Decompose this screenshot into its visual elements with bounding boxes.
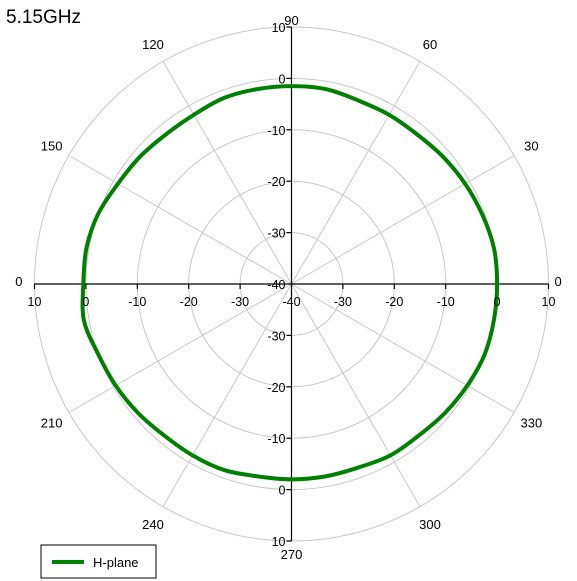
r-tick-right-4: 0	[494, 295, 501, 309]
angle-label-240: 240	[142, 517, 164, 532]
r-tick-left-2: -20	[180, 295, 198, 309]
grid-spoke-60	[291, 61, 421, 285]
legend-label-h-plane: H-plane	[93, 555, 139, 570]
r-tick-left-1: -30	[231, 295, 249, 309]
r-tick-top-5: 10	[272, 21, 286, 35]
angle-label-270: 270	[281, 547, 303, 562]
grid-spoke-300	[291, 283, 421, 507]
r-tick-left-5: 10	[28, 295, 42, 309]
series-layer	[80, 84, 500, 482]
r-tick-bottom-1: -30	[267, 329, 285, 343]
r-tick-bottom-5: 10	[272, 535, 286, 549]
grid-spoke-210	[68, 283, 292, 413]
r-tick-top-0: -40	[267, 278, 285, 292]
r-tick-right-1: -30	[334, 295, 352, 309]
r-tick-bottom-3: -10	[267, 432, 285, 446]
angle-label-300: 300	[419, 517, 441, 532]
angle-label-330: 330	[521, 416, 543, 431]
series-line-0	[80, 84, 500, 482]
r-tick-top-4: 0	[279, 72, 286, 86]
r-tick-right-3: -10	[437, 295, 455, 309]
angle-label-90: 90	[284, 13, 298, 28]
labels: -40 -40 -30 -30 -30 -30 -20 -20 -20 -20 -10 -10 -10 -…	[15, 13, 561, 562]
angle-label-120: 120	[142, 37, 164, 52]
angle-label-210: 210	[41, 416, 63, 431]
grid-spoke-30	[291, 155, 515, 285]
polar-axes	[33, 26, 550, 542]
grid-spoke-330	[291, 283, 515, 413]
r-tick-left-4: 0	[82, 295, 89, 309]
angle-label-150: 150	[41, 139, 63, 154]
grid-spoke-120	[162, 61, 292, 285]
r-tick-top-1: -30	[267, 227, 285, 241]
angle-label-30: 30	[524, 139, 538, 154]
r-tick-bottom-2: -20	[267, 381, 285, 395]
r-tick-right-0: -40	[282, 295, 300, 309]
angle-label-180: 0	[15, 274, 22, 289]
r-tick-top-2: -20	[267, 175, 285, 189]
r-tick-right-2: -20	[385, 295, 403, 309]
r-tick-bottom-4: 0	[279, 484, 286, 498]
angle-label-0: 0	[555, 274, 562, 289]
legend: H-plane	[40, 544, 157, 579]
r-tick-left-3: -10	[128, 295, 146, 309]
grid-spoke-240	[162, 283, 292, 507]
angle-label-60: 60	[423, 37, 437, 52]
r-tick-right-5: 10	[542, 295, 556, 309]
chart-title: 5.15GHz	[6, 7, 81, 28]
r-tick-top-3: -10	[267, 124, 285, 138]
grid-spoke-150	[68, 155, 292, 285]
